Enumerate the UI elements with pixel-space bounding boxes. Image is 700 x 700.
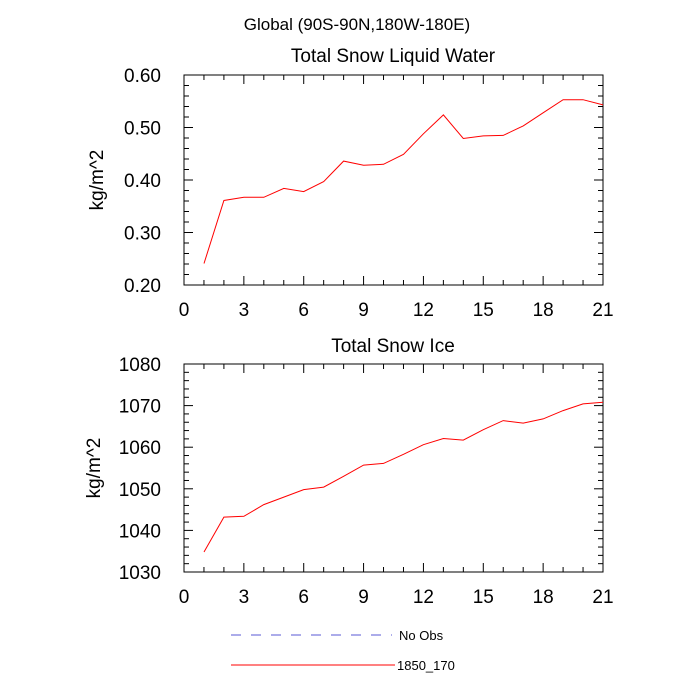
y-tick-label: 0.30: [124, 224, 161, 245]
legend-label: No Obs: [399, 628, 444, 643]
y-tick-label: 1030: [119, 563, 161, 584]
y-tick-labels: 0.20 0.30 0.40 0.50 0.60: [124, 66, 161, 297]
x-tick-label: 9: [358, 300, 369, 321]
x-tick-label: 6: [298, 587, 309, 608]
y-tick-label: 0.50: [124, 119, 161, 140]
plot-area-frame: [183, 74, 604, 286]
axis-ticks: [183, 74, 604, 286]
x-tick-label: 15: [473, 300, 494, 321]
x-tick-label: 0: [179, 587, 190, 608]
x-tick-label: 15: [473, 587, 494, 608]
y-tick-label: 0.40: [124, 171, 161, 192]
x-tick-label: 18: [533, 300, 554, 321]
figure-suptitle: Global (90S-90N,180W-180E): [244, 15, 470, 34]
legend-entry-no-obs: No Obs: [231, 628, 444, 643]
x-tick-label: 21: [592, 587, 613, 608]
x-tick-labels: 0 3 6 9 12 15 18 21: [179, 587, 614, 608]
legend: No Obs 1850_170: [231, 628, 455, 673]
x-tick-label: 21: [592, 300, 613, 321]
y-axis-label: kg/m^2: [87, 150, 108, 211]
series-line-1850_170: [203, 99, 604, 264]
x-tick-label: 9: [358, 587, 369, 608]
x-tick-label: 6: [298, 300, 309, 321]
y-tick-label: 1060: [119, 438, 161, 459]
x-tick-label: 12: [413, 300, 434, 321]
chart-title: Total Snow Liquid Water: [291, 46, 496, 67]
chart-title: Total Snow Ice: [331, 336, 455, 357]
y-tick-label: 0.60: [124, 66, 161, 87]
x-tick-label: 3: [239, 300, 250, 321]
axis-ticks: [183, 363, 604, 573]
y-tick-label: 0.20: [124, 276, 161, 297]
y-tick-label: 1040: [119, 521, 161, 542]
plot-area-frame: [183, 363, 604, 573]
y-tick-label: 1070: [119, 397, 161, 418]
y-tick-label: 1050: [119, 480, 161, 501]
x-tick-label: 18: [533, 587, 554, 608]
x-tick-label: 0: [179, 300, 190, 321]
x-tick-labels: 0 3 6 9 12 15 18 21: [179, 300, 614, 321]
chart-panel-snow-liquid-water: Total Snow Liquid Water kg/m^2 0 3 6 9 12 15 1…: [87, 46, 614, 321]
chart-panel-snow-ice: Total Snow Ice kg/m^2 0 3 6 9 12 15 18 21 10301…: [84, 336, 614, 608]
legend-entry-1850_170: 1850_170: [231, 658, 455, 673]
x-tick-label: 3: [239, 587, 250, 608]
series-line-1850_170: [203, 401, 604, 553]
y-axis-label: kg/m^2: [84, 438, 105, 499]
y-tick-labels: 1030 1040 1050 1060 1070 1080: [119, 355, 161, 584]
x-tick-label: 12: [413, 587, 434, 608]
legend-label: 1850_170: [397, 658, 455, 673]
y-tick-label: 1080: [119, 355, 161, 376]
